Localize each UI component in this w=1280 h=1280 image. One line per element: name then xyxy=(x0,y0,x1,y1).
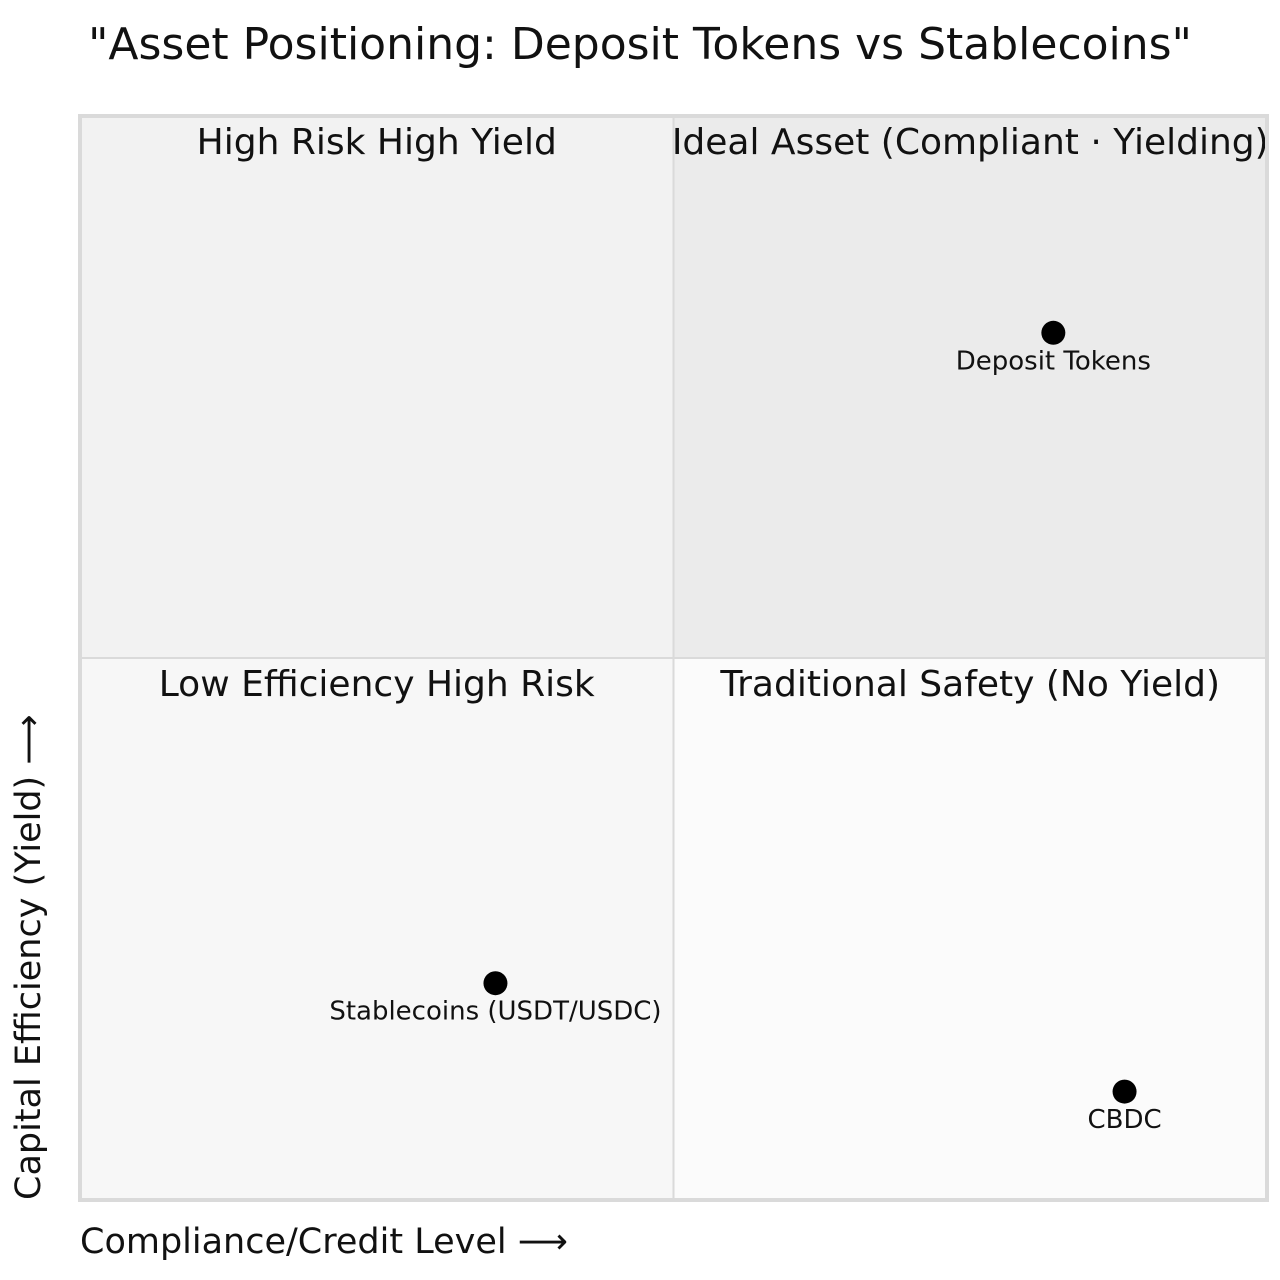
quadrant xyxy=(80,116,674,658)
quadrant xyxy=(80,658,674,1200)
point-label: Deposit Tokens xyxy=(956,346,1151,376)
quadrant-label: Ideal Asset (Compliant · Yielding) xyxy=(672,122,1269,163)
x-axis-label: Compliance/Credit Level ⟶ xyxy=(80,1222,568,1262)
quadrant-area: High Risk High Yield Ideal Asset (Complia… xyxy=(80,116,1269,1200)
frame xyxy=(78,114,1269,1202)
point xyxy=(1041,320,1066,345)
point-label: Stablecoins (USDT/USDC) xyxy=(329,997,661,1027)
points: Deposit Tokens Stablecoins (USDT/USDC) CBD… xyxy=(329,320,1162,1135)
point xyxy=(1112,1079,1137,1104)
quadrant-label: Traditional Safety (No Yield) xyxy=(719,664,1220,705)
point xyxy=(483,971,508,996)
point-label: CBDC xyxy=(1087,1105,1161,1135)
quadrant xyxy=(673,116,1267,658)
chart-title: "Asset Positioning: Deposit Tokens vs St… xyxy=(88,19,1192,70)
quadrant xyxy=(673,658,1267,1200)
y-axis-label: Capital Efficiency (Yield) ⟶ xyxy=(9,714,49,1200)
quadrant-label: Low Efficiency High Risk xyxy=(159,664,595,705)
quadrant-label: High Risk High Yield xyxy=(197,122,557,163)
